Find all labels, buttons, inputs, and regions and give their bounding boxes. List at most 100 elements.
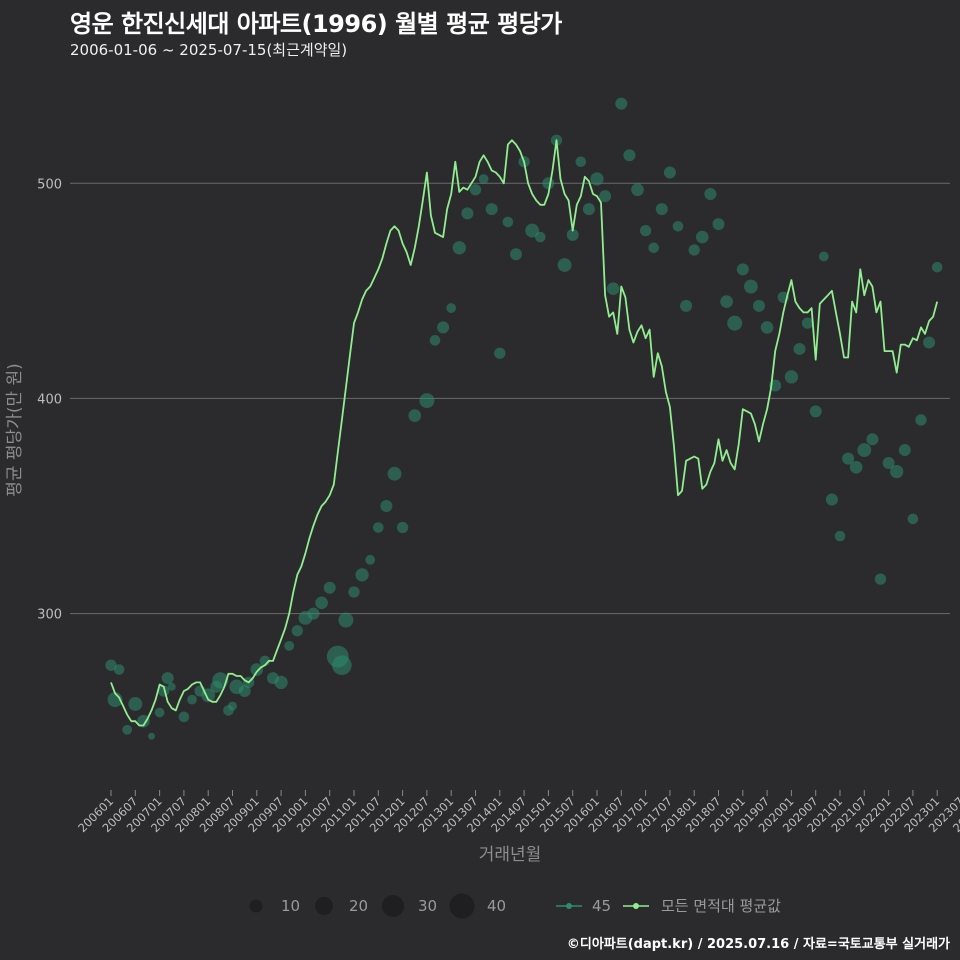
legend-label-45: 45	[592, 897, 611, 915]
bubble-point-80	[720, 295, 733, 308]
bubble-point-97	[857, 443, 872, 457]
bubble-point-0	[105, 659, 117, 671]
bubble-point-30	[315, 596, 328, 610]
legend-size-label-30: 30	[418, 897, 437, 915]
bubble-point-79	[712, 218, 725, 231]
bubble-point-36	[355, 568, 369, 582]
bubble-point-76	[688, 244, 700, 256]
legend-size-swatch-10	[249, 899, 263, 913]
bubble-point-58	[542, 177, 555, 190]
chart-title: 영운 한진신세대 아파트(1996) 월별 평균 평당가	[70, 10, 562, 38]
bubble-point-57	[535, 231, 546, 243]
bubble-point-64	[590, 172, 604, 186]
bubble-point-88	[784, 370, 799, 384]
legend-size-swatch-30	[382, 895, 404, 917]
bubble-point-99	[874, 573, 887, 585]
bubble-point-96	[849, 460, 863, 474]
bubble-point-40	[387, 466, 402, 481]
bubble-point-20	[238, 685, 251, 698]
bubble-point-29	[307, 607, 320, 620]
bubble-point-91	[809, 405, 822, 418]
bubble-point-49	[469, 184, 482, 196]
y-tick-label-300: 300	[37, 608, 62, 623]
bubble-point-92	[818, 251, 829, 262]
bubble-point-6	[148, 732, 155, 740]
bubble-point-83	[743, 279, 758, 294]
bubble-point-104	[915, 414, 927, 426]
bubble-point-66	[606, 282, 620, 296]
bubble-point-53	[502, 216, 514, 228]
bubble-point-90	[801, 317, 814, 329]
legend-size-label-40: 40	[487, 897, 506, 915]
bubble-point-52	[494, 347, 506, 359]
bubble-point-72	[655, 203, 668, 216]
bubble-point-71	[648, 242, 659, 254]
bubble-point-68	[623, 149, 636, 162]
bubble-point-11	[178, 711, 190, 723]
bubble-point-39	[380, 500, 393, 512]
bubble-point-35	[348, 586, 360, 598]
legend-size-swatch-20	[315, 897, 333, 915]
bubble-point-7	[154, 707, 165, 718]
average-line-series	[110, 139, 939, 727]
bubble-series-45	[105, 97, 943, 740]
bubble-point-18	[228, 701, 237, 711]
legend-size-swatch-40	[449, 893, 475, 919]
bubble-point-38	[373, 522, 384, 533]
bubble-point-100	[882, 456, 895, 469]
bubble-point-33	[332, 655, 352, 676]
bubble-point-62	[575, 156, 587, 168]
bubble-point-74	[672, 221, 684, 232]
bubble-point-103	[907, 513, 919, 525]
bubble-point-47	[452, 241, 466, 255]
legend-size-label-20: 20	[349, 897, 368, 915]
bubble-point-42	[408, 409, 422, 422]
footer-credit: ©디아파트(dapt.kr) / 2025.07.16 / 자료=국토교통부 실…	[566, 937, 950, 952]
bubble-point-12	[187, 694, 197, 705]
bubble-point-73	[663, 166, 676, 179]
bubble-point-26	[284, 640, 295, 651]
bubble-point-69	[631, 183, 644, 197]
legend: 10 20 30 40 45 모든 면적대 평균값	[249, 893, 781, 919]
bubble-point-5	[137, 714, 150, 728]
chart-subtitle: 2006-01-06 ~ 2025-07-15(최근계약일)	[70, 41, 348, 59]
bubble-point-4	[128, 697, 143, 711]
bubble-point-9	[161, 672, 174, 685]
bubble-point-70	[639, 224, 652, 237]
bubble-point-105	[923, 336, 936, 349]
bubble-point-45	[437, 321, 450, 334]
bubble-point-89	[793, 342, 806, 355]
bubble-point-51	[485, 203, 498, 216]
legend-swatch-dot-45	[566, 903, 572, 909]
bubble-point-27	[291, 625, 303, 637]
bubble-point-101	[890, 464, 904, 479]
y-tick-label-400: 400	[37, 392, 62, 407]
bubble-point-77	[695, 230, 709, 244]
bubble-point-50	[478, 174, 489, 184]
bubble-point-54	[510, 248, 522, 261]
bubble-point-37	[365, 554, 376, 565]
bubble-point-65	[599, 190, 612, 203]
x-axis-title: 거래년월	[479, 845, 542, 865]
bubble-point-67	[615, 97, 628, 110]
bubble-point-34	[338, 612, 354, 628]
legend-size-label-10: 10	[281, 897, 300, 915]
y-grid	[70, 182, 950, 615]
bubble-point-78	[704, 188, 717, 201]
bubble-point-10	[167, 682, 176, 691]
bubble-point-3	[122, 724, 133, 735]
bubble-point-2	[113, 664, 125, 675]
bubble-point-43	[419, 393, 435, 409]
x-tick-labels: 2006012006072007012007072008012008072009…	[75, 790, 960, 835]
y-tick-labels: 300 400 500	[37, 177, 62, 622]
bubble-point-102	[898, 444, 911, 457]
bubble-point-25	[274, 675, 288, 690]
bubble-point-44	[429, 335, 441, 346]
y-tick-label-500: 500	[37, 177, 62, 192]
bubble-point-48	[461, 207, 474, 220]
bubble-point-63	[582, 203, 595, 216]
bubble-point-93	[825, 493, 838, 506]
bubble-point-61	[566, 228, 579, 241]
bubble-point-106	[931, 261, 943, 273]
